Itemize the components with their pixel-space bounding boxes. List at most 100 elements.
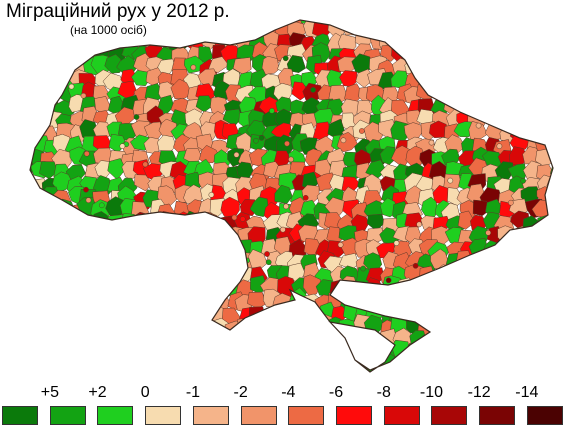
district-region <box>143 329 162 350</box>
district-region <box>461 357 480 372</box>
city-marker <box>428 139 435 146</box>
district-region <box>30 97 38 118</box>
district-region <box>260 328 279 346</box>
legend-label: +2 <box>88 384 107 401</box>
district-region <box>42 209 60 229</box>
district-region <box>211 372 230 384</box>
map-title: Міграційний рух у 2012 р. <box>6 1 230 22</box>
district-region <box>106 316 125 336</box>
district-region <box>430 294 452 314</box>
district-region <box>39 198 59 219</box>
district-region <box>31 44 51 65</box>
district-region <box>458 330 480 349</box>
district-region <box>521 278 542 298</box>
district-region <box>403 42 422 63</box>
district-region <box>30 292 36 312</box>
district-region <box>547 264 553 283</box>
district-region <box>131 70 151 87</box>
district-region <box>550 329 553 349</box>
district-region <box>65 239 86 258</box>
district-region <box>77 327 99 348</box>
city-marker <box>139 218 146 225</box>
district-region <box>284 329 305 346</box>
district-region <box>498 356 518 372</box>
city-marker <box>505 71 511 78</box>
district-region <box>456 54 475 75</box>
district-region <box>200 322 219 340</box>
district-region <box>246 346 267 365</box>
district-region <box>470 28 491 49</box>
district-region <box>380 368 401 372</box>
district-region <box>469 280 488 299</box>
district-region <box>328 358 349 372</box>
district-region <box>446 341 467 361</box>
district-region <box>52 216 73 233</box>
district-region <box>455 268 476 286</box>
district-region <box>67 332 89 353</box>
city-marker <box>42 344 49 350</box>
district-region <box>30 185 36 207</box>
district-region <box>54 56 74 77</box>
district-region <box>495 373 514 384</box>
legend-swatch <box>479 406 515 425</box>
district-region <box>65 228 86 245</box>
district-region <box>354 290 376 311</box>
district-region <box>366 356 385 372</box>
district-region <box>66 293 85 313</box>
city-marker <box>80 92 87 99</box>
district-region <box>251 329 269 349</box>
district-region <box>145 343 165 364</box>
district-region <box>130 345 149 363</box>
district-region <box>362 20 383 39</box>
district-region <box>146 277 169 298</box>
district-region <box>552 345 553 365</box>
district-region <box>157 263 176 283</box>
city-marker <box>496 143 503 150</box>
district-region <box>547 318 553 339</box>
district-region <box>30 366 45 372</box>
district-region <box>534 59 553 78</box>
city-marker <box>447 177 454 184</box>
district-region <box>69 357 88 372</box>
city-marker <box>393 240 400 246</box>
district-region <box>506 20 528 37</box>
district-region <box>68 279 89 300</box>
district-region <box>259 368 281 372</box>
district-region <box>121 281 141 301</box>
district-region <box>511 369 530 372</box>
district-region <box>234 330 255 350</box>
district-region <box>65 20 84 29</box>
district-region <box>429 328 449 349</box>
city-marker <box>286 326 292 333</box>
district-region <box>417 20 439 36</box>
district-region <box>227 251 246 270</box>
legend-swatch <box>192 406 229 425</box>
district-region <box>94 369 115 372</box>
district-region <box>392 371 413 372</box>
district-region <box>435 57 453 76</box>
district-region <box>274 305 296 327</box>
district-region <box>496 81 517 101</box>
district-region <box>355 282 375 301</box>
district-region <box>183 327 205 348</box>
legend-swatch <box>97 406 134 425</box>
district-region <box>440 20 461 38</box>
city-marker <box>258 135 265 141</box>
district-region <box>69 304 90 325</box>
district-region <box>93 332 113 353</box>
district-region <box>405 20 423 41</box>
district-region <box>522 256 541 276</box>
district-region <box>469 316 490 335</box>
district-region <box>31 329 51 348</box>
district-region <box>41 224 62 244</box>
district-region <box>54 307 75 327</box>
district-region <box>433 317 453 336</box>
district-region <box>551 138 553 155</box>
district-region <box>509 85 527 104</box>
district-region <box>524 236 543 257</box>
district-region <box>157 134 177 154</box>
district-region <box>78 21 99 40</box>
district-region <box>276 316 297 334</box>
district-region <box>44 288 64 309</box>
district-region <box>30 20 37 27</box>
